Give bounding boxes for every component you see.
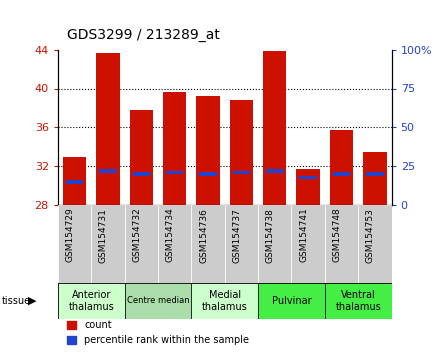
Bar [263, 51, 287, 205]
Bar [299, 176, 317, 179]
Bar [358, 205, 392, 283]
Bar [158, 205, 191, 283]
Bar [196, 96, 220, 205]
Text: GDS3299 / 213289_at: GDS3299 / 213289_at [67, 28, 220, 42]
Text: Pulvinar: Pulvinar [271, 296, 312, 306]
Text: Medial
thalamus: Medial thalamus [202, 290, 247, 312]
Bar [333, 172, 350, 176]
Text: ▶: ▶ [28, 296, 36, 306]
Text: tissue: tissue [2, 296, 31, 306]
Text: GSM154738: GSM154738 [266, 208, 275, 263]
Bar [296, 169, 320, 205]
Bar [129, 110, 153, 205]
Text: GSM154732: GSM154732 [132, 208, 142, 262]
Bar [199, 172, 217, 176]
Text: GSM154741: GSM154741 [299, 208, 308, 262]
Bar [63, 156, 86, 205]
Bar [96, 53, 120, 205]
Text: GSM154748: GSM154748 [332, 208, 342, 262]
Text: GSM154753: GSM154753 [366, 208, 375, 263]
Bar [230, 100, 253, 205]
Bar [366, 172, 384, 176]
Bar [325, 283, 392, 319]
Bar [258, 283, 325, 319]
Bar [66, 180, 83, 184]
Bar [330, 130, 353, 205]
Bar [99, 169, 117, 173]
Bar [191, 283, 258, 319]
Legend: count, percentile rank within the sample: count, percentile rank within the sample [63, 316, 253, 349]
Bar [163, 92, 186, 205]
Bar [125, 283, 191, 319]
Bar [225, 205, 258, 283]
Bar [363, 152, 387, 205]
Text: Ventral
thalamus: Ventral thalamus [336, 290, 381, 312]
Bar [58, 205, 91, 283]
Bar [258, 205, 291, 283]
Bar [291, 205, 325, 283]
Text: GSM154731: GSM154731 [99, 208, 108, 263]
Bar [133, 172, 150, 176]
Text: Centre median: Centre median [127, 296, 189, 306]
Text: GSM154734: GSM154734 [166, 208, 174, 262]
Bar [125, 205, 158, 283]
Bar [91, 205, 125, 283]
Text: Anterior
thalamus: Anterior thalamus [69, 290, 114, 312]
Bar [58, 283, 125, 319]
Bar [233, 171, 250, 174]
Bar [166, 171, 183, 174]
Bar [266, 169, 283, 173]
Text: GSM154737: GSM154737 [232, 208, 241, 263]
Bar [325, 205, 358, 283]
Bar [191, 205, 225, 283]
Text: GSM154736: GSM154736 [199, 208, 208, 263]
Text: GSM154729: GSM154729 [65, 208, 75, 262]
